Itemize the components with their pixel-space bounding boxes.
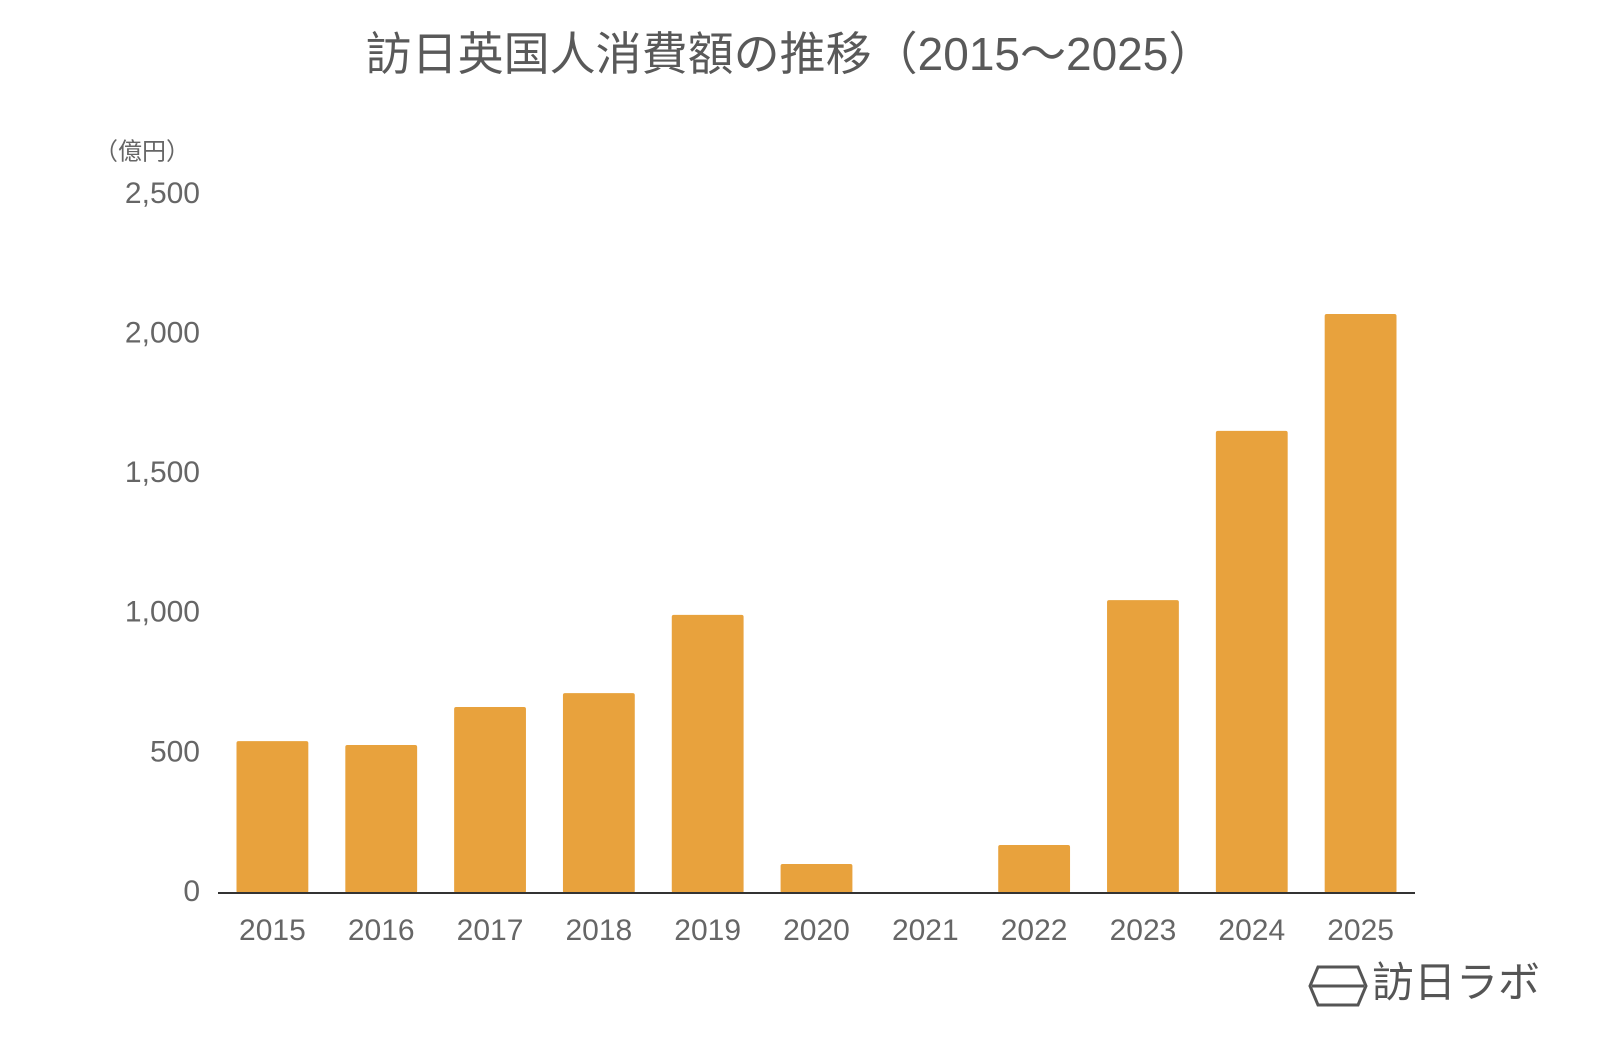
x-tick-label: 2020 [783,914,850,947]
bar [454,707,526,893]
x-tick-label: 2024 [1218,914,1285,947]
logo: 訪日ラボ [1308,959,1540,1007]
y-tick-label: 1,500 [125,456,200,489]
bar [780,863,853,893]
bar [1215,430,1288,893]
y-axis-unit: （億円） [94,138,190,165]
bar [562,693,635,893]
x-tick-label: 2023 [1110,914,1177,947]
y-tick-label: 2,500 [125,177,200,210]
y-tick-label: 1,000 [125,596,200,629]
x-tick-label: 2018 [565,914,632,947]
bar [345,745,418,893]
logo-icon [1308,965,1368,1007]
bar [236,741,309,893]
y-tick-label: 0 [183,875,200,908]
x-tick-label: 2021 [892,914,959,947]
bar [671,614,744,893]
logo-text: 訪日ラボ [1372,959,1540,1006]
bar [1107,600,1179,893]
y-tick-label: 500 [150,735,200,768]
x-tick-label: 2019 [674,914,741,947]
x-tick-label: 2016 [348,914,415,947]
bar [998,844,1071,893]
x-tick-label: 2022 [1001,914,1068,947]
x-tick-label: 2015 [239,914,306,947]
chart-title: 訪日英国人消費額の推移（2015～2025） [366,28,1215,80]
x-tick-label: 2017 [457,914,524,947]
y-tick-label: 2,000 [125,317,200,350]
bar [1324,313,1397,893]
x-tick-label: 2025 [1327,914,1394,947]
